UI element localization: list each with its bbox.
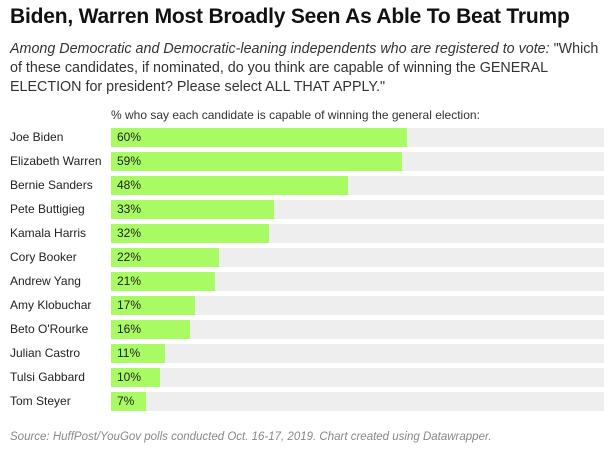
chart-title: Biden, Warren Most Broadly Seen As Able … — [10, 5, 570, 28]
value-label: 17% — [117, 298, 142, 312]
bar-track: 11% — [111, 344, 604, 363]
category-label: Tulsi Gabbard — [10, 370, 85, 384]
bar-row: Bernie Sanders 48% — [0, 176, 615, 195]
value-label: 21% — [117, 274, 142, 288]
bar-row: Julian Castro 11% — [0, 344, 615, 363]
value-label: 32% — [117, 226, 142, 240]
value-label: 11% — [117, 346, 141, 360]
bar-track: 17% — [111, 296, 604, 315]
bar — [111, 128, 407, 147]
bar — [111, 392, 146, 411]
bar-track: 7% — [111, 392, 604, 411]
bar-row: Elizabeth Warren 59% — [0, 152, 615, 171]
category-label: Julian Castro — [10, 346, 81, 360]
category-label: Joe Biden — [10, 130, 64, 144]
category-label: Amy Klobuchar — [10, 298, 92, 312]
chart-subtitle: Among Democratic and Democratic-leaning … — [10, 40, 610, 97]
bar — [111, 200, 274, 219]
bar — [111, 176, 348, 195]
bar — [111, 224, 269, 243]
bar-row: Tom Steyer 7% — [0, 392, 615, 411]
bar-track: 48% — [111, 176, 604, 195]
category-label: Cory Booker — [10, 250, 77, 264]
category-label: Pete Buttigieg — [10, 202, 85, 216]
bar-row: Kamala Harris 32% — [0, 224, 615, 243]
category-label: Kamala Harris — [10, 226, 87, 240]
bar-track: 16% — [111, 320, 604, 339]
bar-row: Beto O'Rourke 16% — [0, 320, 615, 339]
subtitle-italic: Among Democratic and Democratic-leaning … — [10, 41, 550, 57]
bar — [111, 368, 161, 387]
value-label: 59% — [117, 154, 142, 168]
value-label: 60% — [117, 130, 142, 144]
value-label: 16% — [117, 322, 142, 336]
bar-track: 21% — [111, 272, 604, 291]
bar-row: Tulsi Gabbard 10% — [0, 368, 615, 387]
category-label: Elizabeth Warren — [10, 154, 102, 168]
bar-track: 10% — [111, 368, 604, 387]
bar-row: Pete Buttigieg 33% — [0, 200, 615, 219]
bar — [111, 320, 190, 339]
value-label: 33% — [117, 202, 142, 216]
bar-track: 33% — [111, 200, 604, 219]
category-label: Tom Steyer — [10, 394, 71, 408]
category-label: Bernie Sanders — [10, 178, 93, 192]
bar-track: 59% — [111, 152, 604, 171]
bar — [111, 344, 166, 363]
value-label: 48% — [117, 178, 142, 192]
chart-header: % who say each candidate is capable of w… — [111, 108, 480, 122]
bar-track: 32% — [111, 224, 604, 243]
bar — [111, 272, 215, 291]
bar-track: 22% — [111, 248, 604, 267]
bar — [111, 152, 402, 171]
subtitle-question: "Which of these candidates, if nominated… — [10, 41, 599, 95]
bar-row: Joe Biden 60% — [0, 128, 615, 147]
bar-row: Cory Booker 22% — [0, 248, 615, 267]
value-label: 7% — [117, 394, 135, 408]
source-note: Source: HuffPost/YouGov polls conducted … — [10, 431, 492, 443]
bar-row: Andrew Yang 21% — [0, 272, 615, 291]
category-label: Beto O'Rourke — [10, 322, 89, 336]
bar — [111, 296, 195, 315]
bar-track: 60% — [111, 128, 604, 147]
value-label: 10% — [117, 370, 142, 384]
bar-row: Amy Klobuchar 17% — [0, 296, 615, 315]
bar — [111, 248, 220, 267]
value-label: 22% — [117, 250, 142, 264]
category-label: Andrew Yang — [10, 274, 81, 288]
